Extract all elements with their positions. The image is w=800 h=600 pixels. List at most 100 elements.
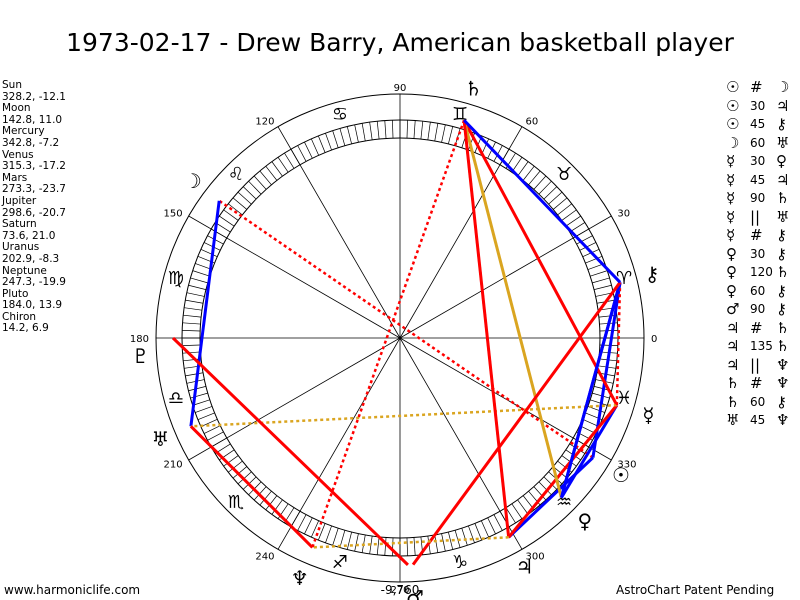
degree-tick [505,507,516,524]
degree-tick [561,455,577,467]
planet-positions-list: Sun 328.2, -12.1 Moon 142.8, 11.0 Mercury 342… [2,79,66,335]
zodiac-sign-icon: ♋ [332,104,348,125]
degree-tick [325,525,332,543]
position-name: Moon [2,102,31,115]
degree-tick [557,203,573,216]
aspect-planet-1: ♀ [726,244,737,263]
aspect-planet-2: ♆ [776,411,790,429]
aspect-planet-2: ♀ [776,152,787,170]
aspect-planet-1: ♂ [726,300,740,318]
aspect-planet-2: ♄ [776,318,790,337]
zodiac-sign-icon: ♓ [616,388,632,409]
degree-tick [590,399,608,406]
degree-tick [592,277,610,284]
aspect-row: ♀ 30 ⚷ [726,245,796,264]
aspect-planet-1: ♄ [726,374,740,392]
degree-tick [548,191,563,205]
aspect-planet-2: ♄ [776,337,790,355]
aspect-line [312,536,509,549]
degree-tick [552,197,568,210]
degree-tick [406,120,408,139]
aspect-type: 30 [750,154,766,168]
aspect-row: ♂ 90 ⚷ [726,300,796,319]
degree-tick [332,528,339,546]
sign-spoke [188,337,401,461]
aspect-type: || [750,207,761,226]
degree-tick [192,270,210,277]
aspect-line [218,199,594,459]
degree-label: 300 [526,551,545,562]
planet-icon: ♄ [464,77,482,101]
zodiac-sign-icon: ♍ [168,268,184,289]
degree-tick [441,533,446,552]
position-value: 342.8, -7.2 [2,136,60,149]
degree-tick [481,520,489,538]
aspect-row: ♃ || ♆ [726,356,796,375]
degree-tick [376,536,380,555]
degree-tick [183,314,202,318]
aspect-line [507,404,619,539]
degree-tick [354,124,359,143]
degree-tick [517,499,529,515]
position-name: Neptune [2,264,47,277]
aspect-planet-2: ☽ [776,78,790,96]
sign-spoke [399,337,523,550]
aspect-planet-2: ♆ [776,374,790,392]
sign-spoke [277,126,401,339]
aspect-row: ☿ || ♅ [726,208,796,227]
aspect-row: ☉ 30 ♃ [726,97,796,116]
aspect-planet-2: ♄ [776,263,790,281]
degree-tick [182,330,201,332]
footer-website[interactable]: www.harmoniclife.com [4,583,141,597]
degree-tick [493,514,503,531]
degree-label: 60 [526,117,539,128]
position-value: 142.8, 11.0 [2,113,63,126]
aspect-type: 60 [750,135,766,150]
aspect-type: 135 [750,339,773,353]
aspect-planet-1: ☉ [726,96,740,115]
degree-tick [538,481,552,496]
degree-label: 0 [651,334,657,345]
degree-tick [434,123,439,142]
degree-tick [346,531,352,550]
degree-tick [227,203,243,216]
planet-icon: ⚷ [645,262,660,286]
position-value: 202.9, -8.3 [2,252,60,265]
aspect-planet-1: ☿ [726,152,736,170]
aspect-row: ☉ # ☽ [726,78,796,97]
degree-label: 120 [255,117,274,128]
aspect-line [615,282,622,406]
aspect-type: || [750,355,761,374]
position-value: 247.3, -19.9 [2,276,66,289]
aspect-planet-2: ⚷ [776,300,787,318]
degree-tick [461,528,468,546]
degree-tick [232,466,248,479]
planet-icon: ☽ [184,169,202,193]
degree-tick [413,120,416,139]
aspect-planet-1: ☉ [726,115,740,133]
zodiac-sign-icon: ♑ [452,552,468,573]
degree-tick [185,372,204,377]
degree-tick [487,517,496,535]
degree-tick [434,534,439,553]
degree-tick [200,249,218,257]
degree-tick [271,161,283,177]
degree-tick [511,503,523,519]
degree-tick [265,165,278,181]
position-name: Jupiter [2,194,37,207]
aspect-row: ☿ 90 ♄ [726,189,796,208]
degree-tick [318,523,326,541]
planet-icon: ♀ [577,509,592,533]
aspect-planet-1: ♀ [726,281,737,300]
aspect-planet-2: ⚷ [776,281,787,300]
degree-tick [420,121,424,140]
degree-tick [561,209,577,221]
aspect-line [462,119,563,499]
aspect-lines [171,119,622,566]
aspect-row: ☿ 45 ♃ [726,171,796,190]
aspect-table: ☉ # ☽ ☉ 30 ♃ ☉ 45 ⚷ ☽ 60 ♅ ☿ 30 ♀ ☿ 45 ♃ ☿ 90 ♄ ☿ || ♅ ☿ # ⚷ ♀ 30 ⚷ ♀ 1… [726,78,796,430]
degree-tick [406,537,408,556]
aspect-planet-1: ♅ [726,411,740,429]
aspect-row: ♄ 60 ⚷ [726,393,796,412]
zodiac-sign-icon: ♐ [332,552,348,573]
